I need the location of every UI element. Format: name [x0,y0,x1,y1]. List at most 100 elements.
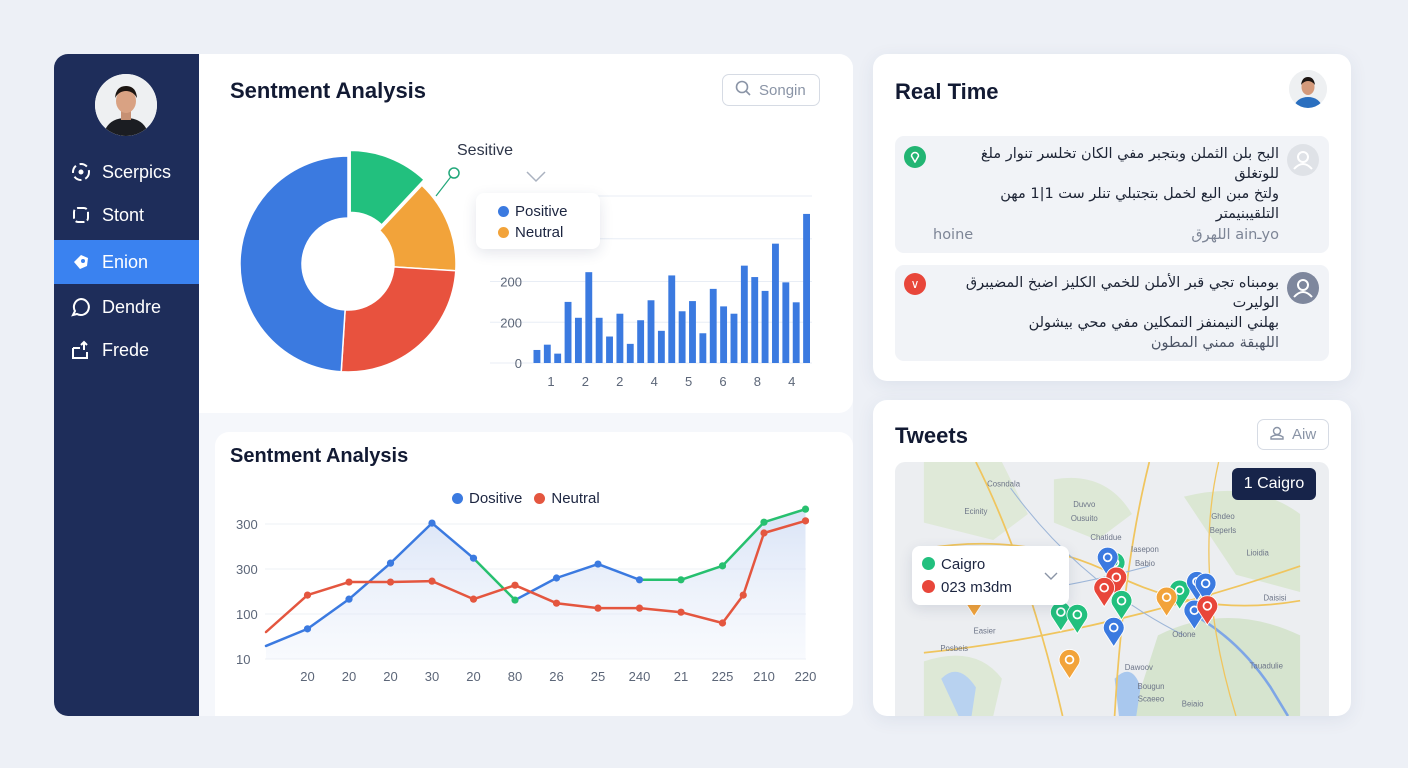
realtime-item[interactable]: البح بلن الثملن وبتجبر مفي الكان تخلسر ت… [895,136,1329,253]
data-point [677,608,685,616]
bar [574,317,582,363]
bar [730,313,738,363]
series-line-segment [306,580,351,597]
realtime-title: Real Time [895,79,999,104]
chevron-down-icon[interactable] [525,170,547,184]
data-point [677,576,685,584]
map-pin-glyph [1161,592,1172,603]
series-line-segment [513,583,558,605]
donut-chart [239,149,460,373]
data-point [303,591,312,599]
tweet-text-line: بومبناه تجي قبر الأملن للخمي الكليز اضبخ… [965,275,1279,311]
map-place-label: Ghdeo [1211,512,1235,521]
map-place-label: Lioidia [1246,549,1269,558]
bar [792,302,800,363]
series-line-segment [721,593,745,625]
data-point [386,578,395,586]
frame-icon [70,204,92,226]
series-line-segment [389,579,434,584]
sidebar-item-enion[interactable]: Enion [54,240,199,284]
target-icon [70,161,92,183]
data-point [345,578,353,586]
x-tick-label: 1 [547,374,554,389]
sidebar-item-stont[interactable]: Stont [54,193,199,237]
sidebar-item-label: Frede [102,339,150,360]
map-place-label: Beiaio [1182,699,1204,708]
series-line-segment [264,593,309,634]
data-point [739,591,747,599]
data-point [469,554,478,562]
upload-image-icon [70,339,92,361]
y-tick-label: 100 [236,607,258,622]
map-pin-glyph [1200,578,1211,589]
map-pin-glyph [1064,654,1075,665]
bar [699,333,707,363]
user-avatar[interactable] [95,74,157,136]
search-button[interactable]: Songin [722,74,820,106]
donut-slice [239,155,349,373]
x-tick-label: 20 [342,669,356,684]
x-tick-label: 2 [616,374,623,389]
chevron-down-icon[interactable] [1044,572,1058,581]
sidebar-item-label: Scerpics [102,161,172,182]
series-line-segment [472,583,517,601]
data-point [760,529,768,537]
map-legend-item: Caigro [922,553,1069,576]
data-point [760,518,768,526]
series-line-segment [555,601,600,610]
tweet-text-line: اللهبقة ممني المطون [1150,335,1279,351]
map-place-label: Beperls [1210,526,1237,535]
tweets-map[interactable]: Cosndala Ecinity Duvvo Ousuito Chatidue Lioid… [895,462,1329,716]
bar [657,330,665,363]
sidebar-item-label: Enion [102,251,149,272]
sidebar-item-scerpics[interactable]: Scerpics [54,150,199,194]
map-legend[interactable]: Caigro 023 m3dm [912,546,1069,605]
series-line-segment [762,507,807,524]
y-tick-label: 300 [236,517,258,532]
location-badge-icon [904,146,926,168]
realtime-item[interactable]: ∨ بومبناه تجي قبر الأملن للخمي الكليز اض… [895,265,1329,361]
y-tick-label: 10 [236,652,250,667]
x-tick-label: 220 [795,669,817,684]
x-tick-label: 20 [383,669,397,684]
map-place-label: Tauadulie [1250,661,1283,670]
map-pin-glyph [1108,622,1119,633]
series-line-segment [679,610,724,625]
series-line-segment [555,562,600,580]
callout-marker [448,167,460,179]
series-line-segment [430,579,475,601]
data-point [718,619,727,627]
data-point [801,517,810,525]
series-line-segment [596,562,641,582]
map-place-label: Scaeeo [1138,694,1165,703]
sidebar-item-frede[interactable]: Frede [54,328,199,372]
x-tick-label: 21 [674,669,688,684]
data-point [552,599,561,607]
bar [678,311,686,363]
legend-item-positive: Positive [498,201,600,222]
sidebar-item-dendre[interactable]: Dendre [54,285,199,329]
user-icon [1270,426,1284,444]
location-badge[interactable]: 1 Caigro [1232,468,1316,500]
x-tick-label: 5 [685,374,692,389]
realtime-list: البح بلن الثملن وبتجبر مفي الكان تخلسر ت… [895,136,1329,361]
sidebar-item-label: Stont [102,204,145,225]
map-place-label: Duvvo [1073,500,1096,509]
map-pin-glyph [1202,601,1213,611]
callout-label: Sesitive [457,142,514,159]
tweets-filter-button[interactable]: Aiw [1257,419,1329,450]
map-pin-glyph [1116,595,1127,606]
x-tick-label: 210 [753,669,775,684]
map-pin-glyph [1099,582,1109,593]
realtime-avatar[interactable] [1289,70,1327,108]
x-tick-label: 240 [629,669,651,684]
map-pin-glyph [1174,585,1185,596]
sidebar: Scerpics Stont Enion Dendre Frede [54,54,199,716]
x-tick-label: 4 [788,374,795,389]
x-tick-label: 20 [466,669,480,684]
section-title: Sentment Analysis [230,445,409,467]
bar [554,353,562,363]
legend-item-neutral: Neutral [534,490,600,507]
bar [626,343,634,363]
bar [772,243,779,363]
